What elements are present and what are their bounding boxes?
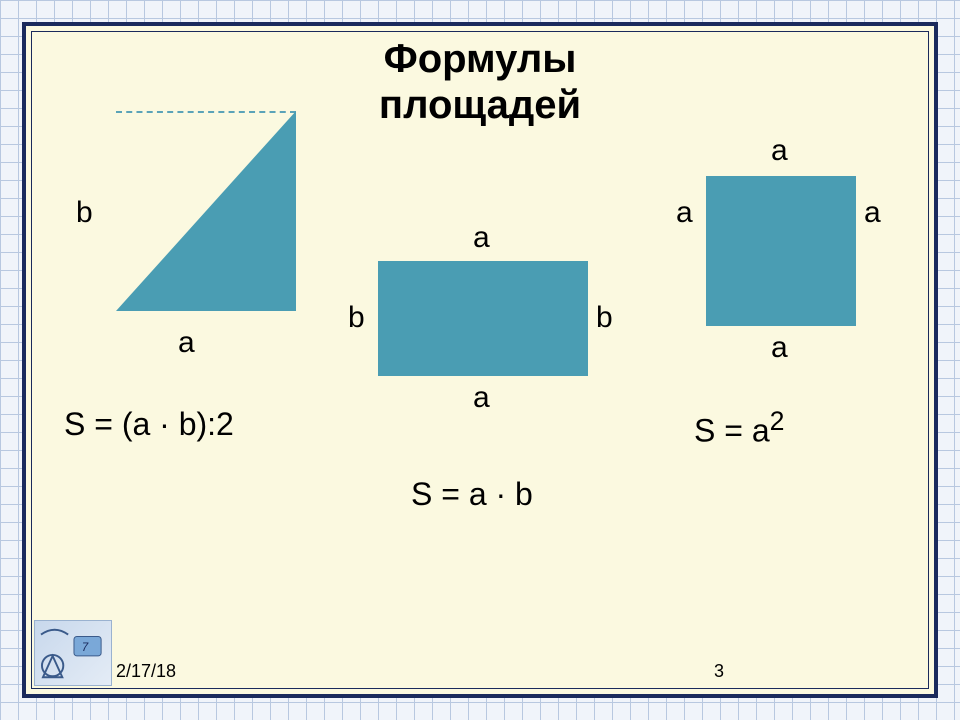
rectangle-label-b-left: b	[348, 301, 365, 335]
triangle-label-a: a	[178, 326, 195, 360]
triangle-label-b: b	[76, 196, 93, 230]
square-shape	[706, 176, 856, 326]
corner-decoration-icon: 7	[34, 620, 112, 686]
rectangle-shape	[378, 261, 588, 376]
square-formula-sup: 2	[770, 406, 785, 436]
square-formula-base: S = a	[694, 413, 770, 449]
rectangle-label-a-bottom: a	[473, 381, 490, 415]
square-label-a-left: a	[676, 196, 693, 230]
title-line-1: Формулы	[379, 36, 581, 82]
slide-content: Формулы площадей b a S = (a · b):2 a b b…	[26, 26, 934, 694]
triangle-figure	[116, 111, 296, 311]
title-line-2: площадей	[379, 82, 581, 128]
footer-page-number: 3	[714, 661, 724, 682]
page-title: Формулы площадей	[379, 36, 581, 128]
triangle-formula: S = (a · b):2	[64, 406, 234, 443]
svg-text:7: 7	[82, 641, 89, 654]
slide-frame: Формулы площадей b a S = (a · b):2 a b b…	[22, 22, 938, 698]
square-label-a-bottom: a	[771, 331, 788, 365]
square-formula: S = a2	[694, 406, 784, 450]
rectangle-label-a-top: a	[473, 221, 490, 255]
square-label-a-right: a	[864, 196, 881, 230]
rectangle-label-b-right: b	[596, 301, 613, 335]
rectangle-formula: S = a · b	[411, 476, 533, 513]
square-label-a-top: a	[771, 134, 788, 168]
triangle-shape	[116, 111, 296, 311]
footer-date: 2/17/18	[116, 661, 176, 682]
